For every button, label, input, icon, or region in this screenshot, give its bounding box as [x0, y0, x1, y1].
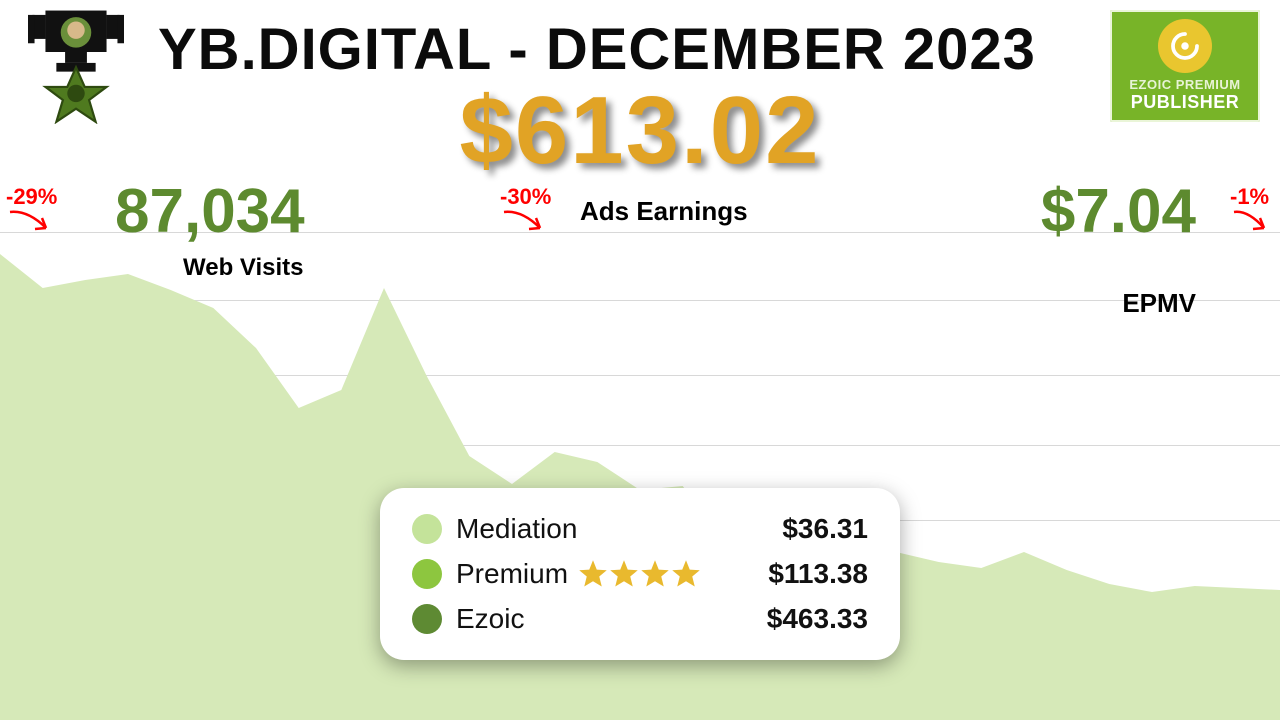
star-icon — [640, 559, 670, 589]
legend-dot-icon — [412, 559, 442, 589]
star-icon — [578, 559, 608, 589]
ads-earnings-pct: -30% — [500, 184, 552, 238]
epmv-pct-text: -1% — [1230, 184, 1269, 209]
epmv-value: $7.04 — [1041, 176, 1196, 247]
ezoic-logo-icon — [1158, 19, 1212, 73]
total-earnings: $613.02 — [0, 76, 1280, 186]
web-visits-value: 87,034 — [115, 176, 305, 247]
metric-epmv: $7.04 EPMV — [1041, 176, 1196, 247]
legend-amount: $113.38 — [768, 558, 868, 590]
web-visits-pct: -29% — [6, 184, 58, 238]
metric-web-visits: 87,034 Web Visits — [115, 176, 305, 247]
legend-row-ezoic: Ezoic $463.33 — [412, 598, 868, 640]
legend-card: Mediation $36.31 Premium $113.38 Ezoic $463.3… — [380, 488, 900, 660]
legend-amount: $463.33 — [767, 603, 868, 635]
legend-dot-icon — [412, 604, 442, 634]
web-visits-label: Web Visits — [183, 254, 304, 282]
legend-row-premium: Premium $113.38 — [412, 553, 868, 595]
chart-gridline — [0, 445, 1280, 446]
star-icon — [671, 559, 701, 589]
epmv-pct: -1% — [1230, 184, 1274, 238]
legend-name: Mediation — [456, 513, 577, 545]
chart-gridline — [0, 375, 1280, 376]
legend-name: Premium — [456, 558, 568, 590]
legend-dot-icon — [412, 514, 442, 544]
ads-earnings-label: Ads Earnings — [580, 196, 748, 227]
legend-stars — [578, 559, 701, 589]
epmv-label: EPMV — [1122, 288, 1196, 319]
chart-gridline — [0, 300, 1280, 301]
star-icon — [609, 559, 639, 589]
web-visits-pct-text: -29% — [6, 184, 57, 209]
page-title: YB.DIGITAL - DECEMBER 2023 — [158, 16, 1036, 83]
ads-earnings-pct-text: -30% — [500, 184, 551, 209]
legend-amount: $36.31 — [782, 513, 868, 545]
legend-row-mediation: Mediation $36.31 — [412, 508, 868, 550]
legend-name: Ezoic — [456, 603, 524, 635]
